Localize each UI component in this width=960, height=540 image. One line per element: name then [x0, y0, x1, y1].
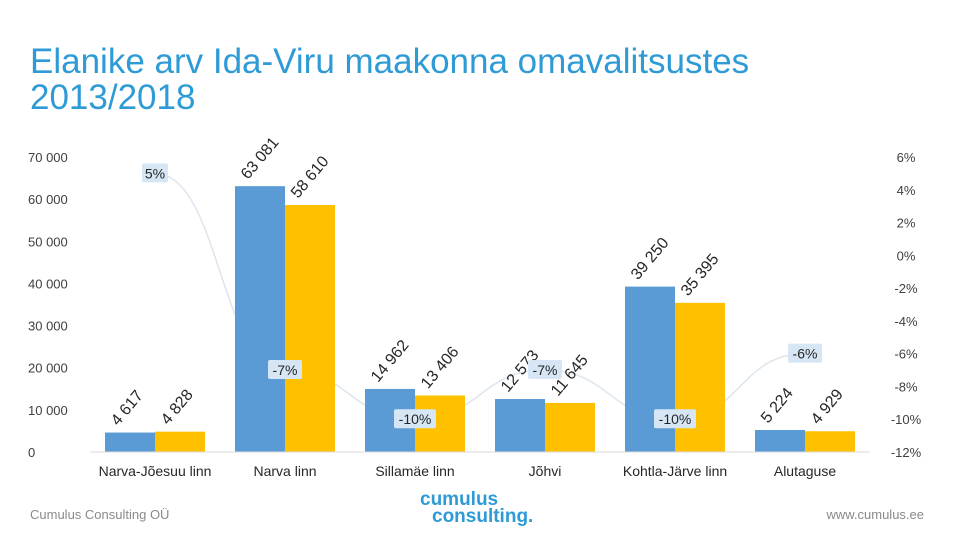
y-right-tick-label: -6%	[894, 347, 918, 362]
change-label-box	[142, 163, 168, 183]
bar-2013	[105, 432, 155, 452]
change-label: -10%	[399, 411, 432, 427]
data-label: 39 250	[628, 235, 673, 283]
category-label: Narva linn	[253, 463, 316, 479]
bar-2018	[545, 402, 595, 452]
change-label: 5%	[145, 165, 165, 181]
y-right-tick-label: -8%	[894, 379, 918, 394]
footer-website: www.cumulus.ee	[826, 507, 924, 522]
data-label: 58 610	[288, 153, 333, 201]
y-right-tick-label: -12%	[891, 445, 922, 460]
bar-2018	[155, 431, 205, 452]
bar-2013	[235, 186, 285, 453]
y-right-tick-label: -2%	[894, 281, 918, 296]
logo-line-1: cumulus	[420, 489, 499, 510]
y-right-tick-label: 2%	[897, 216, 916, 231]
data-label: 4 617	[108, 387, 147, 429]
y-left-tick-label: 40 000	[28, 276, 68, 291]
chart-title-line-2: 2013/2018	[30, 78, 196, 117]
data-label: 14 962	[368, 337, 413, 385]
y-left-tick-label: 70 000	[28, 150, 68, 165]
y-left-tick-label: 30 000	[28, 319, 68, 334]
company-logo: cumulus consulting.	[420, 489, 540, 527]
y-left-tick-label: 10 000	[28, 403, 68, 418]
data-label: 35 395	[678, 251, 723, 299]
y-right-tick-label: 0%	[897, 248, 916, 263]
category-label: Sillamäe linn	[375, 463, 454, 479]
chart-title-line-1: Elanike arv Ida-Viru maakonna omavalitsu…	[30, 42, 750, 81]
data-label: 5 224	[758, 385, 797, 427]
y-right-tick-label: 6%	[897, 150, 916, 165]
bar-2013	[755, 429, 805, 452]
bar-2018	[805, 431, 855, 452]
y-left-tick-label: 60 000	[28, 192, 68, 207]
y-left-tick-label: 50 000	[28, 234, 68, 249]
category-label: Jõhvi	[529, 463, 562, 479]
bar-2018	[285, 205, 335, 452]
y-left-tick-label: 20 000	[28, 361, 68, 376]
category-label: Narva-Jõesuu linn	[99, 463, 212, 479]
y-right-tick-label: 4%	[897, 183, 916, 198]
category-label: Alutaguse	[774, 463, 836, 479]
change-label: -10%	[659, 411, 692, 427]
bar-2018	[675, 302, 725, 452]
change-label-box	[268, 360, 302, 380]
y-right-tick-label: -10%	[891, 412, 922, 427]
chart-title: Elanike arv Ida-Viru maakonna omavalitsu…	[30, 44, 910, 116]
change-label-box	[528, 360, 562, 380]
data-label: 13 406	[418, 344, 463, 392]
change-label: -7%	[273, 362, 298, 378]
change-label: -7%	[533, 362, 558, 378]
y-right-tick-label: -4%	[894, 314, 918, 329]
footer-company: Cumulus Consulting OÜ	[30, 507, 170, 522]
logo-line-2: consulting.	[432, 506, 534, 527]
category-label: Kohtla-Järve linn	[623, 463, 727, 479]
change-label-box	[788, 343, 822, 363]
change-label-box	[654, 409, 696, 429]
data-label: 4 929	[808, 386, 847, 428]
data-label: 63 081	[238, 134, 283, 182]
change-label-box	[394, 409, 436, 429]
change-label: -6%	[793, 346, 818, 362]
bar-2013	[495, 399, 545, 452]
y-left-tick-label: 0	[28, 445, 35, 460]
data-label: 4 828	[158, 387, 197, 429]
